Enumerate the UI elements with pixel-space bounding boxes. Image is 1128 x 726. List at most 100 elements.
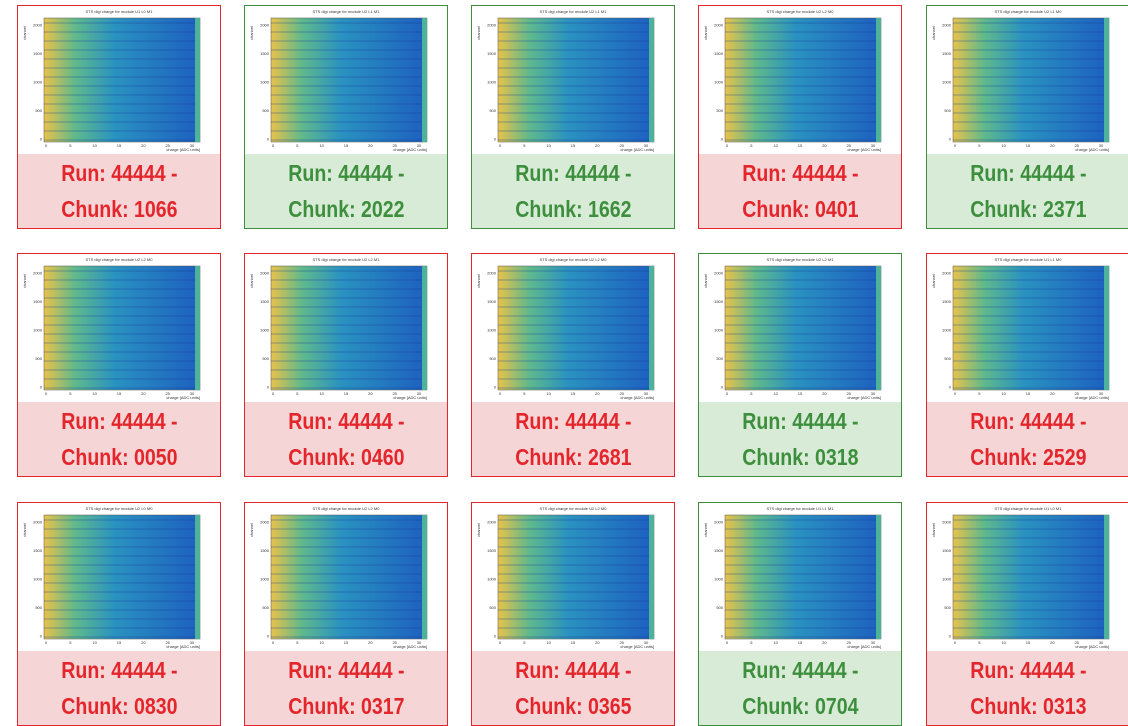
x-tick-label: 10 <box>1001 640 1006 645</box>
heatmap <box>270 514 428 640</box>
x-axis-label: charge [ADC units] <box>620 395 654 400</box>
y-tick-label: 1000 <box>33 80 43 85</box>
status-label: Run: 44444 - Chunk: 0704 <box>699 651 901 725</box>
y-tick-label: 1000 <box>942 80 952 85</box>
x-tick-label: 0 <box>272 640 275 645</box>
result-card: STS digi charge for module U2 L2 M1 chann… <box>698 253 902 477</box>
x-tick-label: 15 <box>344 391 349 396</box>
y-axis-label: channel <box>249 523 254 537</box>
y-tick-label: 0 <box>267 385 270 390</box>
y-tick-label: 1000 <box>487 80 497 85</box>
y-axis-label: channel <box>476 523 481 537</box>
y-tick-label: 1500 <box>487 51 497 56</box>
y-tick-label: 1000 <box>487 328 497 333</box>
y-tick-label: 500 <box>716 108 723 113</box>
y-tick-label: 500 <box>262 605 269 610</box>
status-label: Run: 44444 - Chunk: 2371 <box>927 154 1128 228</box>
x-tick-label: 30 <box>1099 640 1104 645</box>
histogram-image: STS digi charge for module U2 L2 M1 chann… <box>703 257 882 400</box>
x-tick-label: 30 <box>417 143 422 148</box>
x-tick-label: 0 <box>45 143 48 148</box>
y-tick-label: 0 <box>949 137 952 142</box>
plot-title: STS digi charge for module U2 L0 M0 <box>86 506 154 511</box>
heatmap <box>43 514 201 640</box>
x-tick-label: 15 <box>571 391 576 396</box>
y-axis-label: channel <box>931 523 936 537</box>
x-tick-label: 15 <box>1026 143 1031 148</box>
y-tick-label: 1500 <box>33 548 43 553</box>
heatmap <box>952 17 1110 143</box>
x-axis-label: charge [ADC units] <box>393 147 427 152</box>
result-card: STS digi charge for module U2 L2 M0 chann… <box>244 502 448 726</box>
x-tick-label: 5 <box>750 391 753 396</box>
status-label: Run: 44444 - Chunk: 0830 <box>18 651 220 725</box>
y-tick-label: 0 <box>267 137 270 142</box>
run-text: Run: 44444 - <box>741 657 859 683</box>
y-tick-label: 1500 <box>714 51 724 56</box>
y-tick-label: 1500 <box>714 548 724 553</box>
chunk-text: Chunk: 2681 <box>514 444 632 470</box>
x-tick-label: 0 <box>954 640 957 645</box>
y-tick-label: 1000 <box>942 577 952 582</box>
x-tick-label: 10 <box>92 143 97 148</box>
y-tick-label: 0 <box>40 385 43 390</box>
x-tick-label: 5 <box>523 391 526 396</box>
y-tick-label: 1500 <box>260 548 270 553</box>
x-tick-label: 15 <box>117 391 122 396</box>
y-tick-label: 0 <box>721 137 724 142</box>
y-tick-label: 500 <box>262 108 269 113</box>
heatmap <box>43 265 201 391</box>
heatmap <box>497 17 655 143</box>
x-tick-label: 30 <box>871 640 876 645</box>
plot-title: STS digi charge for module U2 L1 M1 <box>313 9 381 14</box>
y-tick-label: 1000 <box>260 328 270 333</box>
histogram-image: STS digi charge for module U2 L2 M0 chann… <box>476 506 655 649</box>
plot-title: STS digi charge for module U2 L1 M0 <box>995 9 1063 14</box>
y-tick-label: 1500 <box>260 51 270 56</box>
y-tick-label: 500 <box>35 356 42 361</box>
y-tick-label: 2000 <box>942 271 952 276</box>
y-tick-label: 1000 <box>942 328 952 333</box>
y-tick-label: 500 <box>35 605 42 610</box>
x-tick-label: 0 <box>726 143 729 148</box>
y-tick-label: 1500 <box>714 299 724 304</box>
y-tick-label: 1000 <box>260 577 270 582</box>
status-label: Run: 44444 - Chunk: 0317 <box>245 651 447 725</box>
heatmap-edge <box>649 18 654 142</box>
x-tick-label: 15 <box>344 143 349 148</box>
run-text: Run: 44444 - <box>287 160 405 186</box>
result-card: STS digi charge for module U2 L2 M1 chann… <box>244 253 448 477</box>
x-tick-label: 25 <box>392 143 397 148</box>
result-card: STS digi charge for module U2 L2 M0 chann… <box>471 253 675 477</box>
x-tick-label: 0 <box>726 391 729 396</box>
x-tick-label: 5 <box>296 391 299 396</box>
x-tick-label: 20 <box>822 143 827 148</box>
y-tick-label: 1500 <box>260 299 270 304</box>
y-tick-label: 500 <box>35 108 42 113</box>
status-label: Run: 44444 - Chunk: 0313 <box>927 651 1128 725</box>
x-tick-label: 15 <box>344 640 349 645</box>
x-tick-label: 20 <box>141 143 146 148</box>
y-axis-label: channel <box>476 274 481 288</box>
x-tick-label: 20 <box>141 391 146 396</box>
y-tick-label: 1000 <box>260 80 270 85</box>
run-text: Run: 44444 - <box>969 657 1087 683</box>
status-label: Run: 44444 - Chunk: 1066 <box>18 154 220 228</box>
y-axis-label: channel <box>703 26 708 40</box>
run-text: Run: 44444 - <box>287 408 405 434</box>
status-label: Run: 44444 - Chunk: 2022 <box>245 154 447 228</box>
y-tick-label: 1000 <box>714 80 724 85</box>
y-tick-label: 2000 <box>33 271 43 276</box>
y-tick-label: 2000 <box>714 23 724 28</box>
heatmap-edge <box>1104 18 1109 142</box>
y-tick-label: 1500 <box>942 299 952 304</box>
x-tick-label: 20 <box>368 391 373 396</box>
run-text: Run: 44444 - <box>514 160 632 186</box>
y-axis-label: channel <box>249 274 254 288</box>
heatmap-edge <box>876 18 881 142</box>
x-tick-label: 0 <box>726 640 729 645</box>
result-card: STS digi charge for module U2 L2 M0 chann… <box>471 502 675 726</box>
x-tick-label: 25 <box>1074 391 1079 396</box>
y-tick-label: 0 <box>494 634 497 639</box>
